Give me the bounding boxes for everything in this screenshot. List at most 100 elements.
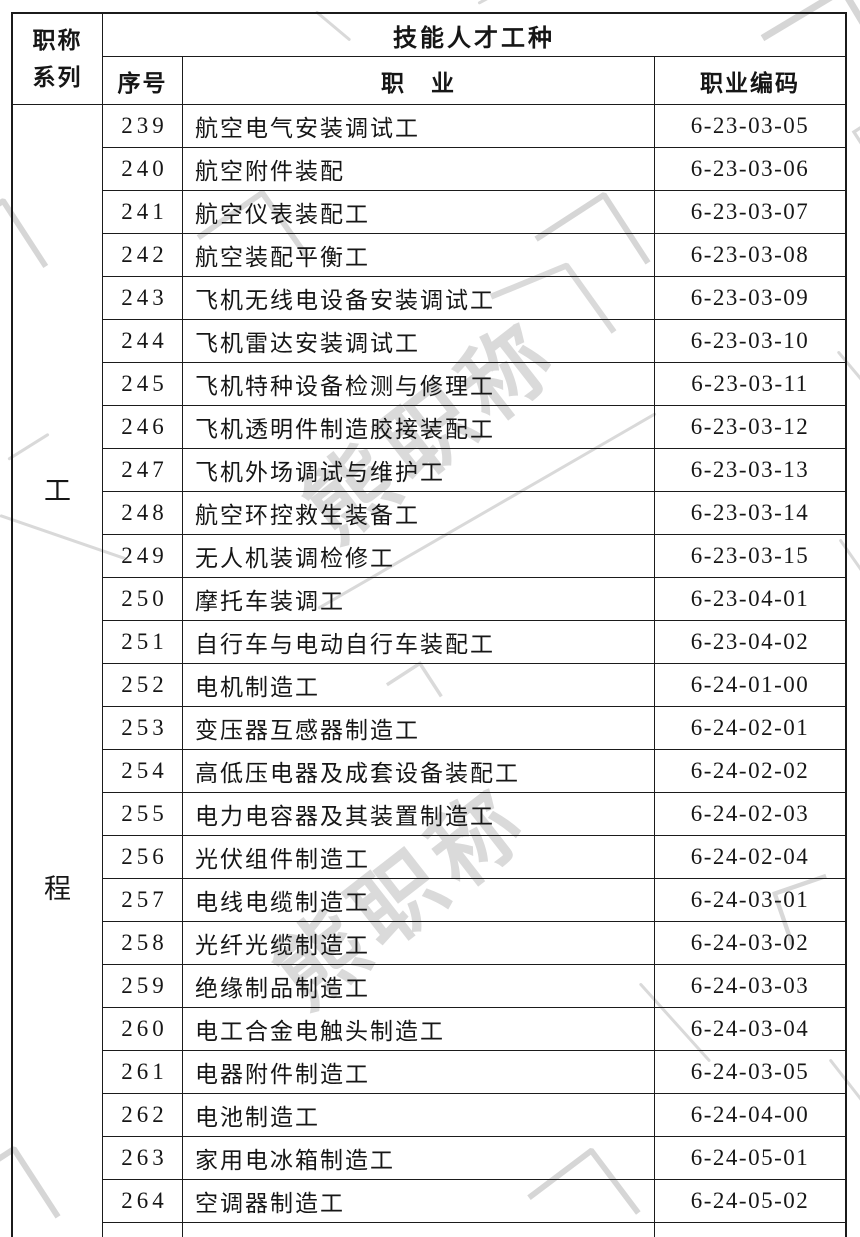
table-row: 253 变压器互感器制造工 6-24-02-01 bbox=[103, 707, 845, 750]
table-row: 257 电线电缆制造工 6-24-03-01 bbox=[103, 879, 845, 922]
table-row: 258 光纤光缆制造工 6-24-03-02 bbox=[103, 922, 845, 965]
row-serial-cell: 262 bbox=[103, 1094, 183, 1136]
row-serial-cell: 259 bbox=[103, 965, 183, 1007]
row-code-cell: 6-24-03-01 bbox=[690, 887, 810, 912]
row-code-cell: 6-23-03-08 bbox=[690, 242, 810, 267]
table-row: 244 飞机雷达安装调试工 6-23-03-10 bbox=[103, 320, 845, 363]
row-serial-cell: 260 bbox=[103, 1008, 183, 1050]
row-occupation-cell: 航空附件装配 bbox=[183, 148, 655, 190]
row-occupation-cell: 高低压电器及成套设备装配工 bbox=[183, 750, 655, 792]
table-row: 261 电器附件制造工 6-24-03-05 bbox=[103, 1051, 845, 1094]
row-code-cell: 6-23-03-15 bbox=[690, 543, 810, 568]
row-serial-cell: 249 bbox=[103, 535, 183, 577]
row-serial-cell: 248 bbox=[103, 492, 183, 534]
row-serial-cell: 250 bbox=[103, 578, 183, 620]
row-code-cell: 6-24-01-00 bbox=[690, 672, 810, 697]
series-char: 工 bbox=[44, 476, 71, 506]
table-row: 260 电工合金电触头制造工 6-24-03-04 bbox=[103, 1008, 845, 1051]
row-serial-cell: 264 bbox=[103, 1180, 183, 1222]
row-code-cell: 6-24-02-01 bbox=[690, 715, 810, 740]
table-row: 262 电池制造工 6-24-04-00 bbox=[103, 1094, 845, 1137]
row-serial-cell: 245 bbox=[103, 363, 183, 405]
row-occupation-cell: 电器附件制造工 bbox=[183, 1051, 655, 1093]
row-code-cell: 6-23-03-10 bbox=[690, 328, 810, 353]
row-occupation-cell: 光伏组件制造工 bbox=[183, 836, 655, 878]
table-row: 248 航空环控救生装备工 6-23-03-14 bbox=[103, 492, 845, 535]
row-code-cell: 6-23-03-09 bbox=[690, 285, 810, 310]
series-merged-cell: 工 程 bbox=[13, 105, 102, 1237]
row-occupation-cell: 光纤光缆制造工 bbox=[183, 922, 655, 964]
series-header-line2: 系列 bbox=[32, 64, 83, 90]
row-code-cell: 6-24-05-01 bbox=[690, 1145, 810, 1170]
table-row: 241 航空仪表装配工 6-23-03-07 bbox=[103, 191, 845, 234]
row-occupation-cell: 家用电冰箱制造工 bbox=[183, 1137, 655, 1179]
row-occupation-cell: 航空仪表装配工 bbox=[183, 191, 655, 233]
table-row: 256 光伏组件制造工 6-24-02-04 bbox=[103, 836, 845, 879]
row-serial-cell: 247 bbox=[103, 449, 183, 491]
row-serial-cell: 251 bbox=[103, 621, 183, 663]
row-code-cell: 6-23-03-12 bbox=[690, 414, 810, 439]
row-code-cell: 6-24-03-02 bbox=[690, 930, 810, 955]
row-serial-cell: 242 bbox=[103, 234, 183, 276]
row-occupation-cell: 电机制造工 bbox=[183, 664, 655, 706]
row-occupation-cell: 空调器制造工 bbox=[183, 1180, 655, 1222]
group-title-cell: 技能人才工种 bbox=[103, 14, 845, 57]
row-serial-cell: 257 bbox=[103, 879, 183, 921]
row-code-cell: 6-23-03-11 bbox=[691, 371, 809, 396]
row-occupation-cell: 飞机透明件制造胶接装配工 bbox=[183, 406, 655, 448]
row-occupation-cell: 航空电气安装调试工 bbox=[183, 105, 655, 147]
table-row: 252 电机制造工 6-24-01-00 bbox=[103, 664, 845, 707]
slash-watermark-icon bbox=[477, 0, 545, 5]
row-serial-cell: 240 bbox=[103, 148, 183, 190]
table-row: 245 飞机特种设备检测与修理工 6-23-03-11 bbox=[103, 363, 845, 406]
row-serial-cell: 239 bbox=[103, 105, 183, 147]
row-serial-cell: 253 bbox=[103, 707, 183, 749]
row-occupation-cell: 无人机装调检修工 bbox=[183, 535, 655, 577]
row-occupation-cell: 飞机外场调试与维护工 bbox=[183, 449, 655, 491]
row-occupation-cell bbox=[183, 1223, 655, 1237]
row-occupation-cell: 飞机特种设备检测与修理工 bbox=[183, 363, 655, 405]
main-table-area: 技能人才工种 序号 职 业 职业编码 239 航空电气安装调试工 6-23-03… bbox=[103, 14, 845, 1237]
row-code-cell: 6-24-02-03 bbox=[690, 801, 810, 826]
row-serial-cell: 256 bbox=[103, 836, 183, 878]
table-row: 255 电力电容器及其装置制造工 6-24-02-03 bbox=[103, 793, 845, 836]
row-code-cell: 6-23-03-06 bbox=[690, 156, 810, 181]
row-occupation-cell: 电池制造工 bbox=[183, 1094, 655, 1136]
table-row: 246 飞机透明件制造胶接装配工 6-23-03-12 bbox=[103, 406, 845, 449]
row-code-cell: 6-24-03-04 bbox=[690, 1016, 810, 1041]
row-serial-cell: 255 bbox=[103, 793, 183, 835]
table-row: 247 飞机外场调试与维护工 6-23-03-13 bbox=[103, 449, 845, 492]
row-serial-cell: 252 bbox=[103, 664, 183, 706]
row-code-cell: 6-23-03-07 bbox=[690, 199, 810, 224]
row-occupation-cell: 飞机雷达安装调试工 bbox=[183, 320, 655, 362]
table-row: 259 绝缘制品制造工 6-24-03-03 bbox=[103, 965, 845, 1008]
row-code-cell bbox=[655, 1223, 845, 1237]
row-code-cell: 6-24-04-00 bbox=[690, 1102, 810, 1127]
table-row: 243 飞机无线电设备安装调试工 6-23-03-09 bbox=[103, 277, 845, 320]
row-occupation-cell: 电线电缆制造工 bbox=[183, 879, 655, 921]
row-occupation-cell: 航空环控救生装备工 bbox=[183, 492, 655, 534]
row-serial-cell: 246 bbox=[103, 406, 183, 448]
row-occupation-cell: 变压器互感器制造工 bbox=[183, 707, 655, 749]
row-occupation-cell: 摩托车装调工 bbox=[183, 578, 655, 620]
row-code-cell: 6-23-03-13 bbox=[690, 457, 810, 482]
table-row: 240 航空附件装配 6-23-03-06 bbox=[103, 148, 845, 191]
row-occupation-cell: 航空装配平衡工 bbox=[183, 234, 655, 276]
row-occupation-cell: 自行车与电动自行车装配工 bbox=[183, 621, 655, 663]
series-column: 职称 系列 工 程 bbox=[13, 14, 103, 1237]
row-occupation-cell: 电力电容器及其装置制造工 bbox=[183, 793, 655, 835]
row-code-cell: 6-24-03-03 bbox=[690, 973, 810, 998]
table-row: 249 无人机装调检修工 6-23-03-15 bbox=[103, 535, 845, 578]
chevron-watermark-icon bbox=[845, 102, 860, 168]
table-row: 264 空调器制造工 6-24-05-02 bbox=[103, 1180, 845, 1223]
column-header-serial: 序号 bbox=[103, 57, 183, 104]
row-serial-cell: 241 bbox=[103, 191, 183, 233]
row-occupation-cell: 飞机无线电设备安装调试工 bbox=[183, 277, 655, 319]
row-serial-cell: 244 bbox=[103, 320, 183, 362]
table-row: 251 自行车与电动自行车装配工 6-23-04-02 bbox=[103, 621, 845, 664]
table-row: 263 家用电冰箱制造工 6-24-05-01 bbox=[103, 1137, 845, 1180]
table-row: 242 航空装配平衡工 6-23-03-08 bbox=[103, 234, 845, 277]
column-header-row: 序号 职 业 职业编码 bbox=[103, 57, 845, 105]
series-char: 程 bbox=[44, 874, 71, 904]
